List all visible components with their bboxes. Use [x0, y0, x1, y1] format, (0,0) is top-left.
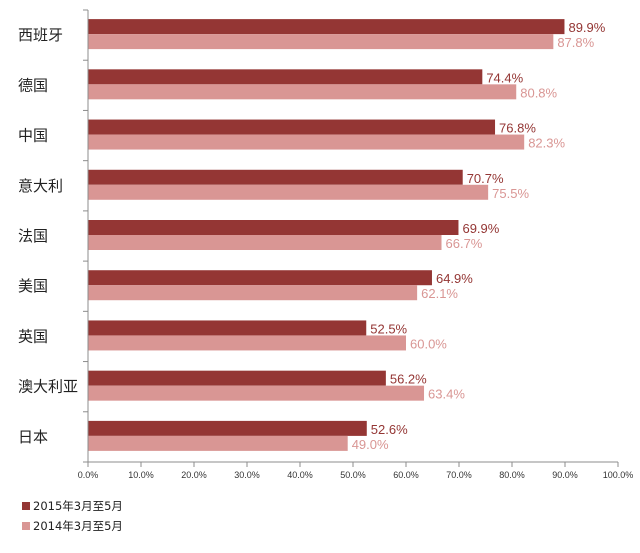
bar-series-2: [88, 134, 525, 150]
category-label: 西班牙: [18, 26, 63, 44]
bar-series-2: [88, 84, 517, 100]
x-tick-label: 20.0%: [181, 470, 207, 480]
data-label-series-2: 49.0%: [352, 437, 389, 452]
bar-series-1: [88, 119, 496, 135]
x-tick-label: 80.0%: [499, 470, 525, 480]
bar-series-1: [88, 320, 367, 336]
x-tick-label: 10.0%: [128, 470, 154, 480]
data-label-series-1: 70.7%: [467, 171, 504, 186]
data-label-series-1: 89.9%: [568, 20, 605, 35]
x-tick-label: 100.0%: [603, 470, 634, 480]
bars-layer: 89.9%87.8% 74.4%80.8% 76.8%82.3% 70.7%75.5%…: [88, 19, 606, 452]
bar-series-1: [88, 270, 432, 286]
bar-series-1: [88, 370, 386, 386]
x-tick-label: 60.0%: [393, 470, 419, 480]
data-label-series-1: 69.9%: [462, 221, 499, 236]
data-label-series-1: 52.6%: [371, 422, 408, 437]
category-label: 日本: [18, 428, 48, 446]
data-label-series-2: 63.4%: [428, 387, 465, 402]
bar-series-1: [88, 220, 459, 235]
data-label-series-2: 75.5%: [492, 186, 529, 201]
bar-series-2: [88, 335, 406, 351]
legend-entry-label: 2015年3月至5月: [33, 499, 123, 513]
bar-series-2: [88, 184, 489, 200]
x-tick-label: 70.0%: [446, 470, 472, 480]
data-label-series-1: 76.8%: [499, 121, 536, 136]
category-label: 意大利: [18, 177, 63, 195]
x-tick-label: 50.0%: [340, 470, 366, 480]
bar-series-1: [88, 169, 463, 185]
legend: 2015年3月至5月 2014年3月至5月: [22, 499, 123, 533]
legend-entry-label: 2014年3月至5月: [33, 519, 123, 533]
data-label-series-1: 56.2%: [390, 372, 427, 387]
data-label-series-1: 52.5%: [370, 321, 407, 336]
category-label: 法国: [18, 227, 48, 245]
data-label-series-2: 60.0%: [410, 336, 447, 351]
category-label: 德国: [18, 76, 48, 94]
category-label: 英国: [18, 327, 48, 345]
bar-series-2: [88, 285, 418, 301]
x-tick-label: 40.0%: [287, 470, 313, 480]
category-label: 中国: [18, 127, 48, 145]
data-label-series-2: 82.3%: [528, 136, 565, 151]
bar-series-1: [88, 19, 565, 35]
bar-series-2: [88, 435, 348, 451]
bar-series-2: [88, 34, 554, 50]
data-label-series-2: 62.1%: [421, 286, 458, 301]
data-label-series-2: 66.7%: [446, 236, 483, 251]
x-tick-label: 30.0%: [234, 470, 260, 480]
category-label: 美国: [18, 277, 48, 295]
legend-swatch: [22, 502, 30, 510]
x-tick-label: 90.0%: [552, 470, 578, 480]
legend-swatch: [22, 522, 30, 530]
category-label: 澳大利亚: [18, 378, 78, 396]
x-tick-label: 0.0%: [78, 470, 99, 480]
data-label-series-2: 80.8%: [520, 85, 557, 100]
bar-series-1: [88, 420, 367, 436]
bar-series-1: [88, 69, 483, 85]
bar-series-2: [88, 385, 425, 401]
data-label-series-1: 74.4%: [486, 70, 523, 85]
data-label-series-2: 87.8%: [557, 35, 594, 50]
bar-series-2: [88, 235, 442, 250]
data-label-series-1: 64.9%: [436, 271, 473, 286]
